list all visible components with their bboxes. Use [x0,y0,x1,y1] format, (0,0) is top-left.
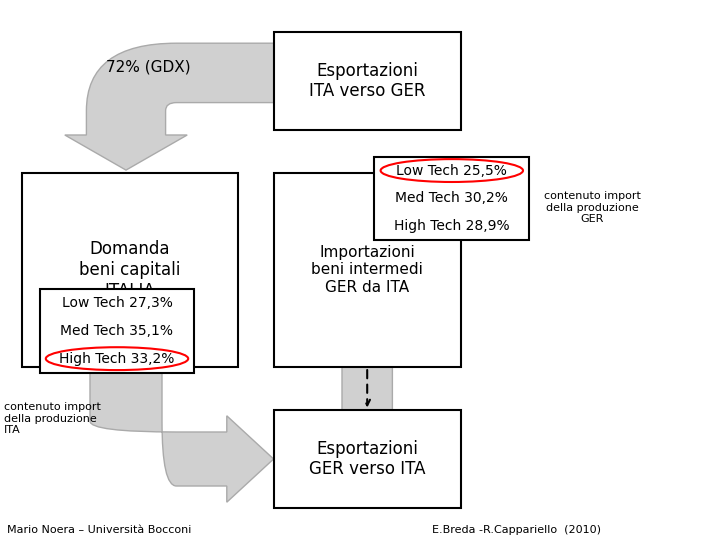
FancyBboxPatch shape [274,410,461,508]
Text: High Tech 33,2%: High Tech 33,2% [59,352,175,366]
Text: contenuto import
della produzione
ITA: contenuto import della produzione ITA [4,402,101,435]
FancyBboxPatch shape [274,32,461,130]
FancyBboxPatch shape [40,289,194,373]
Text: Importazioni
beni intermedi
GER da ITA: Importazioni beni intermedi GER da ITA [311,245,423,295]
Text: Domanda
beni capitali
ITALIA: Domanda beni capitali ITALIA [79,240,180,300]
Polygon shape [325,240,409,410]
PathPatch shape [65,43,274,170]
Text: E.Breda -R.Cappariello  (2010): E.Breda -R.Cappariello (2010) [432,524,601,535]
Text: Mario Noera – Università Bocconi: Mario Noera – Università Bocconi [7,524,192,535]
FancyBboxPatch shape [274,173,461,367]
PathPatch shape [90,373,274,502]
FancyBboxPatch shape [22,173,238,367]
FancyBboxPatch shape [374,157,529,240]
Text: Low Tech 25,5%: Low Tech 25,5% [397,164,507,178]
Text: 72% (GDX): 72% (GDX) [106,60,191,75]
Text: Esportazioni
ITA verso GER: Esportazioni ITA verso GER [309,62,426,100]
Text: contenuto import
della produzione
GER: contenuto import della produzione GER [544,191,641,225]
Text: High Tech 28,9%: High Tech 28,9% [394,219,510,233]
Text: Esportazioni
GER verso ITA: Esportazioni GER verso ITA [309,440,426,478]
Text: Med Tech 30,2%: Med Tech 30,2% [395,192,508,205]
Text: Low Tech 27,3%: Low Tech 27,3% [62,296,172,310]
Text: Med Tech 35,1%: Med Tech 35,1% [60,324,174,338]
